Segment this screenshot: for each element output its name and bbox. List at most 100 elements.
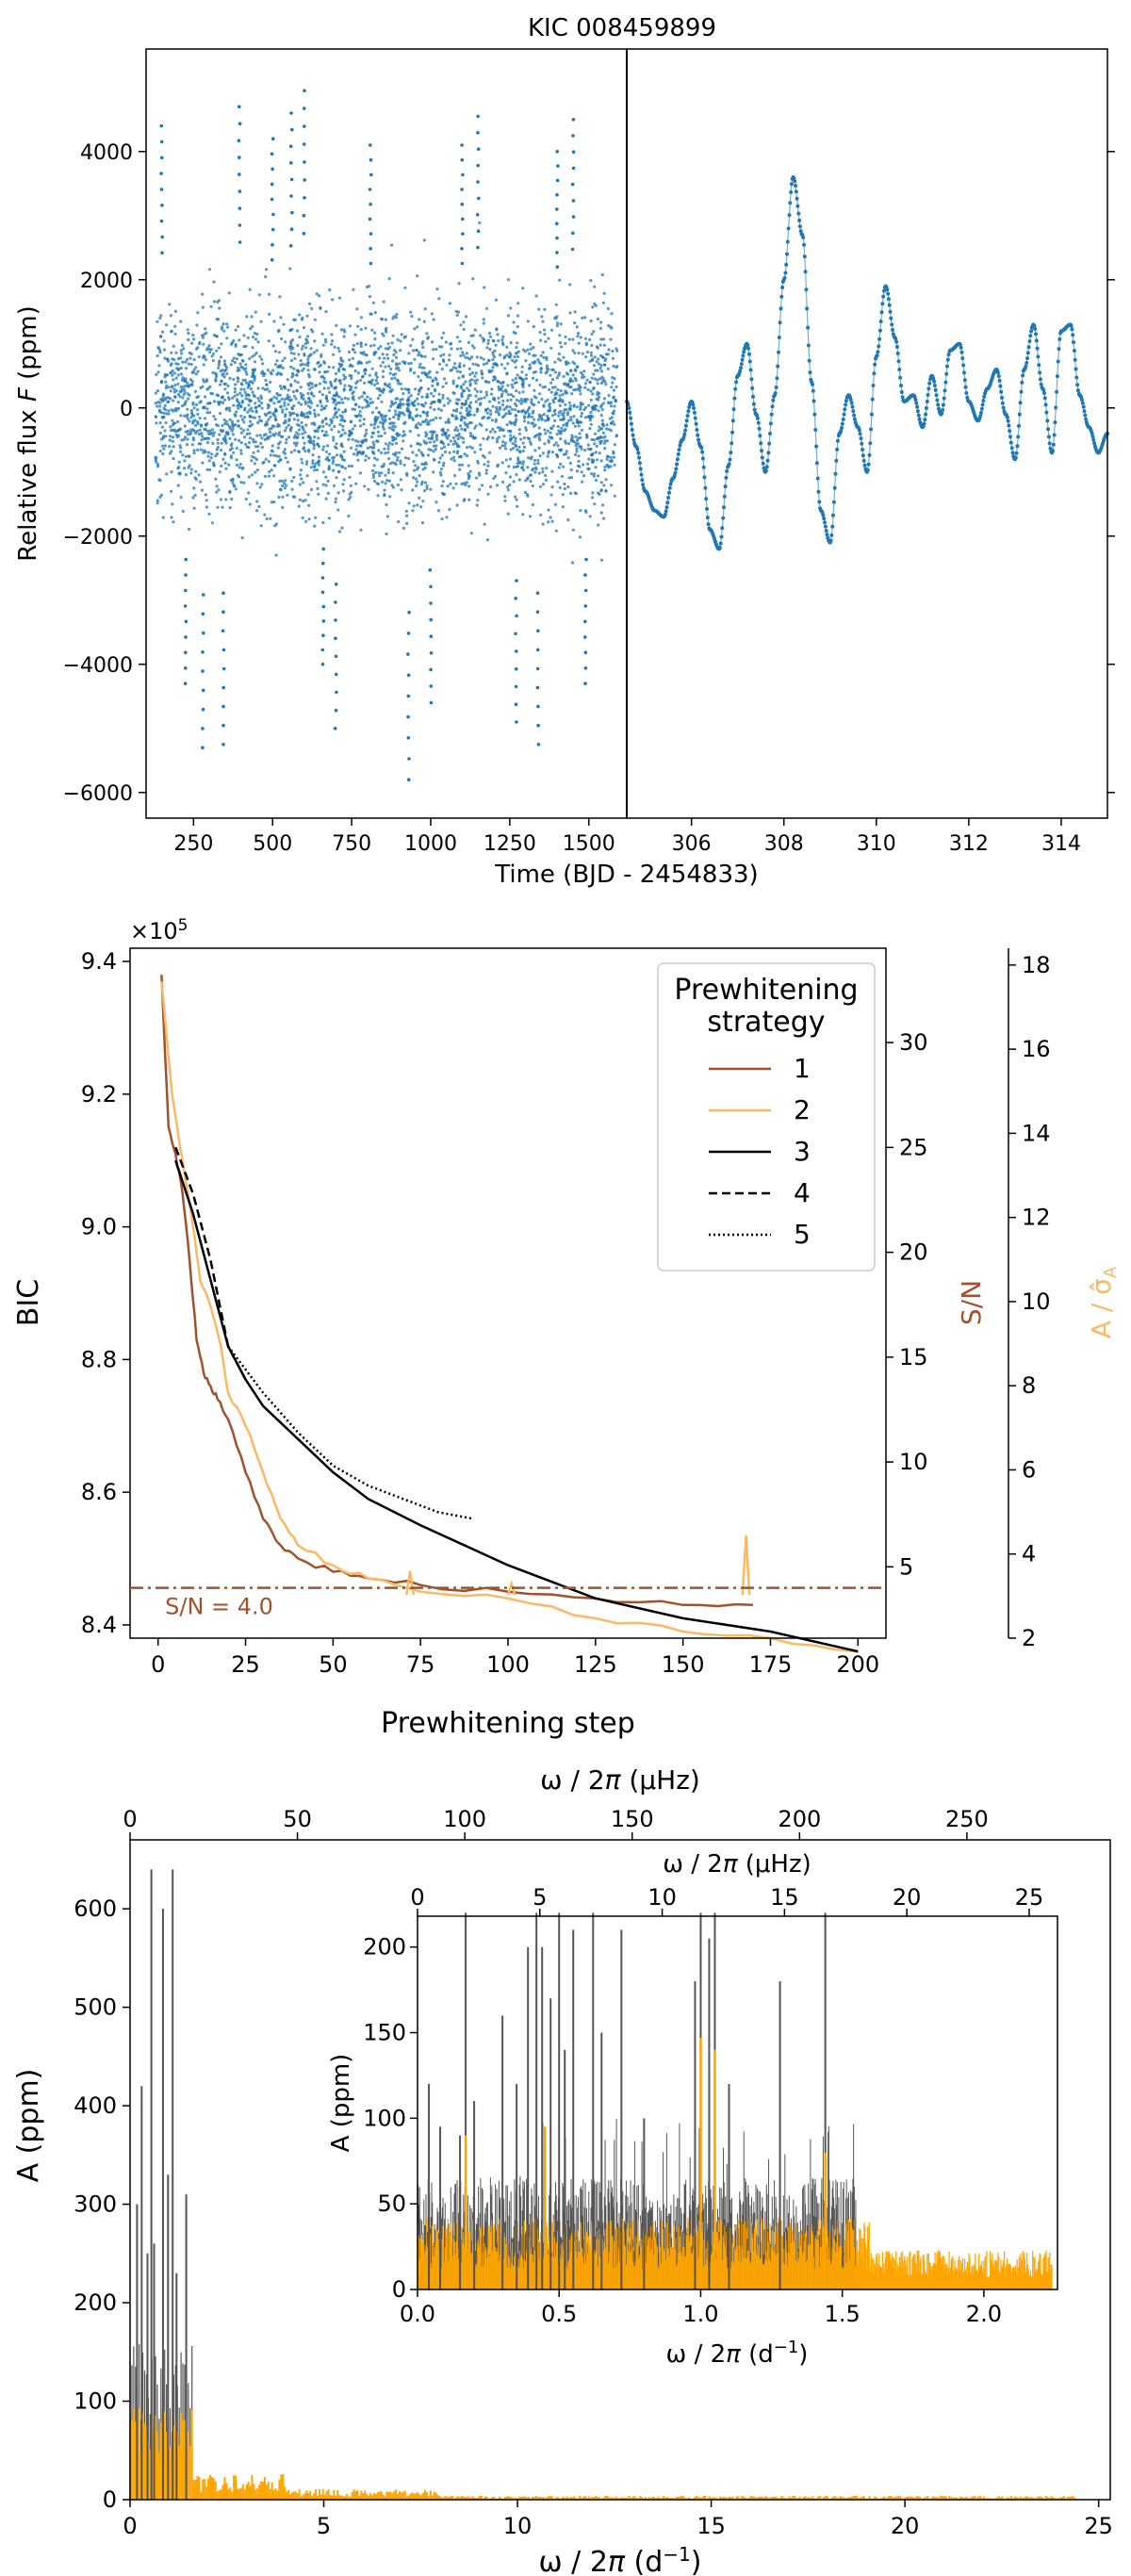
lightcurve-point [303,450,307,453]
lightcurve-point [289,351,293,355]
lightcurve-right-point [1033,327,1038,331]
lightcurve-spike-point [429,601,433,605]
lightcurve-point [560,429,564,433]
lightcurve-point [364,368,368,372]
lightcurve-point [188,378,192,382]
lightcurve-point [219,369,222,373]
lightcurve-point [186,437,189,441]
lightcurve-point [259,524,263,528]
lightcurve-point [508,483,512,487]
lightcurve-point [158,317,162,320]
lightcurve-point [207,451,211,454]
lightcurve-point [278,385,283,388]
lightcurve-point [365,428,369,432]
lightcurve-point [579,392,582,396]
lightcurve-right-point [801,235,806,239]
lightcurve-point [222,329,226,333]
lightcurve-point [582,463,585,467]
lightcurve-point [518,376,522,380]
lightcurve-right-point [777,336,781,339]
lightcurve-spike-point [428,568,433,572]
lightcurve-point [198,480,203,484]
lightcurve-point [252,369,255,372]
lightcurve-point [313,412,317,416]
lightcurve-point [514,443,517,447]
lightcurve-point [497,396,500,400]
lightcurve-point [572,415,576,418]
lightcurve-point [467,356,470,360]
lightcurve-spike-point [555,265,560,270]
lightcurve-point [596,317,600,321]
lightcurve-point [599,414,603,418]
lightcurve-point [214,454,218,458]
lightcurve-point [537,446,541,450]
lightcurve-point [482,318,485,321]
lightcurve-point [593,472,597,476]
lightcurve-point [287,418,291,421]
lightcurve-point [400,488,403,492]
lightcurve-point [369,423,373,427]
lightcurve-right-point [958,342,962,347]
lightcurve-right-point [830,524,835,529]
lightcurve-point [205,380,208,384]
lightcurve-point [531,376,535,380]
lightcurve-point [487,359,491,363]
lightcurve-right-point [860,441,864,446]
lightcurve-point [288,411,292,415]
lightcurve-point [307,397,311,401]
lightcurve-right-point [785,252,789,256]
lightcurve-right-xtick-label: 314 [1041,832,1081,856]
lightcurve-right-point [811,399,816,403]
lightcurve-spike-point [571,231,575,236]
lightcurve-point [313,435,317,439]
lightcurve-spike-point [583,681,587,685]
lightcurve-point [442,461,446,465]
lightcurve-point [477,397,481,402]
lightcurve-point [303,441,306,445]
lightcurve-right-point [933,387,938,392]
lightcurve-point [595,404,598,408]
lightcurve-point [158,450,162,453]
lightcurve-right-point [867,452,872,457]
lightcurve-point [296,344,300,348]
lightcurve-point [549,516,552,519]
lightcurve-point [260,436,264,440]
lightcurve-right-point [1036,354,1041,359]
legend-label-3: 3 [794,1136,811,1167]
lightcurve-right-point [636,451,641,455]
lightcurve-point [564,341,567,345]
lightcurve-point [575,405,580,409]
lightcurve-spike-point [476,163,481,168]
lightcurve-spike-point [288,144,293,148]
lightcurve-point [427,387,431,391]
lightcurve-point [521,513,525,517]
lightcurve-point [482,436,485,440]
lightcurve-point [299,468,303,472]
lightcurve-point [256,450,260,453]
lightcurve-point [575,325,579,329]
lightcurve-point [584,355,588,359]
lightcurve-right-point [861,453,865,458]
lightcurve-right-point [763,468,768,473]
lightcurve-point [270,468,273,472]
lightcurve-right-point [936,402,941,407]
lightcurve-point [257,399,261,403]
lightcurve-point [253,353,256,357]
lightcurve-point [527,420,531,424]
lightcurve-point [294,397,298,401]
lightcurve-point [455,407,459,412]
lightcurve-point [557,399,561,402]
lightcurve-spike-point [476,229,481,233]
lightcurve-spike-point [334,636,337,640]
lightcurve-spike-point [429,634,434,638]
lightcurve-spike-point [159,156,164,160]
lightcurve-point [558,371,562,375]
lightcurve-point [500,381,504,385]
lightcurve-right-point [811,388,815,393]
lightcurve-point [349,484,352,487]
lightcurve-spike-point [460,143,464,147]
lightcurve-point [363,434,367,438]
lightcurve-right-point [786,226,791,231]
lightcurve-point [500,428,504,432]
lightcurve-point [351,356,354,360]
